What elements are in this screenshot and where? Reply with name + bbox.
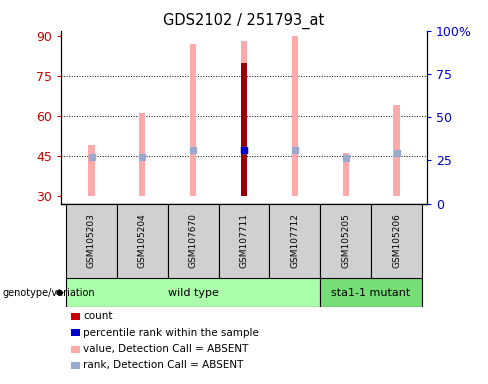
Bar [88, 145, 95, 195]
Text: count: count [83, 311, 112, 321]
Bar [320, 204, 371, 278]
Bar [343, 153, 349, 195]
Bar [371, 204, 422, 278]
Text: rank, Detection Call = ABSENT: rank, Detection Call = ABSENT [83, 360, 244, 370]
Bar [117, 204, 168, 278]
Text: GSM105204: GSM105204 [138, 214, 147, 268]
Text: percentile rank within the sample: percentile rank within the sample [83, 328, 259, 338]
Bar [66, 204, 117, 278]
Bar [66, 278, 320, 307]
Text: GSM107711: GSM107711 [240, 214, 248, 268]
Text: sta1-1 mutant: sta1-1 mutant [331, 288, 411, 298]
Bar [241, 63, 247, 195]
Bar [190, 44, 196, 195]
FancyArrow shape [57, 290, 63, 296]
Title: GDS2102 / 251793_at: GDS2102 / 251793_at [163, 13, 325, 29]
Bar [292, 36, 298, 195]
Bar [393, 105, 400, 195]
Text: GSM107670: GSM107670 [189, 214, 198, 268]
Text: GSM107712: GSM107712 [290, 214, 299, 268]
Bar [241, 41, 247, 195]
Bar [320, 278, 422, 307]
Text: genotype/variation: genotype/variation [2, 288, 95, 298]
Bar [139, 113, 145, 195]
Text: GSM105206: GSM105206 [392, 214, 401, 268]
Text: value, Detection Call = ABSENT: value, Detection Call = ABSENT [83, 344, 248, 354]
Text: wild type: wild type [168, 288, 219, 298]
Bar [168, 204, 219, 278]
Bar [219, 204, 269, 278]
Bar [269, 204, 320, 278]
Text: GSM105205: GSM105205 [341, 214, 350, 268]
Text: GSM105203: GSM105203 [87, 214, 96, 268]
